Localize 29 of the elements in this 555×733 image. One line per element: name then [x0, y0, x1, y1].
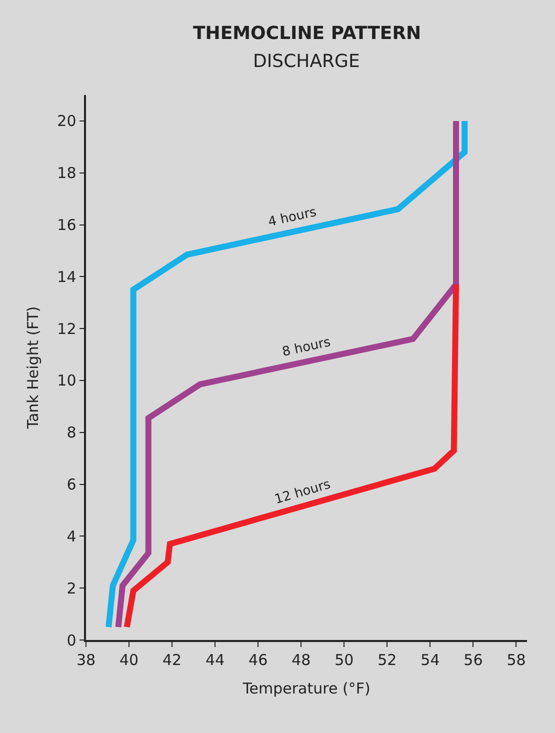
x-tick-label: 52: [378, 650, 397, 669]
y-tick-label: 10: [57, 372, 76, 390]
y-tick-label: 4: [66, 527, 76, 546]
y-axis-title: Tank Height (FT): [24, 306, 42, 430]
y-tick-label: 0: [66, 631, 76, 650]
x-tick-label: 48: [292, 650, 311, 669]
text: 4 hours: [266, 204, 318, 230]
y-tick-label: 16: [57, 216, 76, 234]
text: 12 hours: [273, 477, 332, 508]
y-tick-label: 12: [57, 320, 76, 338]
x-tick-label: 42: [162, 650, 182, 669]
x-tick-label: 54: [420, 650, 440, 669]
y-tick-label: 8: [66, 424, 76, 442]
chart-title: THEMOCLINE PATTERN: [193, 23, 422, 44]
x-tick-label: 46: [248, 650, 268, 669]
x-tick-label: 50: [334, 650, 354, 669]
y-tick-label: 2: [66, 579, 76, 598]
x-tick-label: 40: [119, 650, 139, 669]
chart-subtitle: DISCHARGE: [253, 51, 360, 72]
y-tick-label: 14: [57, 268, 76, 286]
x-tick-label: 56: [464, 650, 483, 669]
y-tick-label: 20: [57, 112, 76, 130]
text: 8 hours: [280, 334, 332, 360]
x-axis-title: Temperature (°F): [242, 679, 370, 698]
y-tick-label: 18: [57, 164, 76, 182]
x-tick-label: 44: [206, 650, 225, 669]
x-tick-label: 38: [76, 650, 96, 669]
x-tick-label: 58: [506, 650, 526, 669]
y-tick-label: 6: [66, 476, 76, 494]
